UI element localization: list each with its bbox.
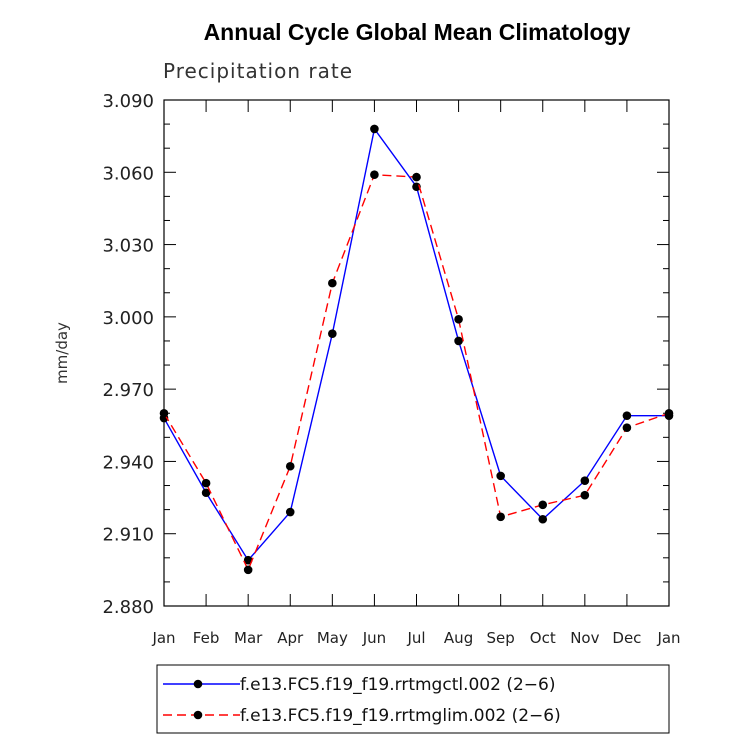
series-1 xyxy=(159,124,674,565)
legend-marker xyxy=(193,710,203,720)
x-tick-label: Jul xyxy=(406,629,425,647)
data-point xyxy=(370,170,379,179)
data-point xyxy=(328,278,337,288)
x-tick-label: Feb xyxy=(193,629,220,647)
y-tick-label: 2.910 xyxy=(102,525,154,546)
data-point xyxy=(454,336,463,346)
data-point xyxy=(285,461,295,471)
y-tick-label: 3.000 xyxy=(102,308,154,329)
data-point xyxy=(285,507,295,517)
data-point xyxy=(622,423,632,432)
y-tick-labels: 3.090 3.060 3.030 3.000 2.970 2.940 2.910 2.880 xyxy=(102,91,154,618)
data-point xyxy=(201,478,211,488)
data-point xyxy=(454,314,463,324)
data-point xyxy=(412,172,421,182)
x-tick-label: Apr xyxy=(277,629,304,647)
data-point xyxy=(496,471,505,481)
legend-item: f.e13.FC5.f19_f19.rrtmglim.002 (2−6) xyxy=(163,706,561,726)
x-tick-label: May xyxy=(317,629,348,647)
y-axis-label: mm/day xyxy=(53,322,71,384)
axis-ticks xyxy=(163,99,670,607)
data-point xyxy=(622,411,632,420)
x-tick-label: Jan xyxy=(656,629,680,647)
series-line xyxy=(163,173,670,572)
data-point xyxy=(243,565,253,575)
y-tick-label: 2.940 xyxy=(102,452,154,473)
data-point xyxy=(243,555,253,565)
series-2 xyxy=(159,170,674,575)
legend-marker xyxy=(193,679,203,689)
data-point xyxy=(580,490,590,500)
data-point xyxy=(538,514,548,524)
x-tick-label: Dec xyxy=(612,629,641,647)
y-tick-label: 2.970 xyxy=(102,380,154,401)
legend-label: f.e13.FC5.f19_f19.rrtmglim.002 (2−6) xyxy=(240,706,561,726)
y-tick-label: 3.090 xyxy=(102,91,154,112)
data-point xyxy=(370,124,379,134)
x-tick-label: Nov xyxy=(570,629,599,647)
legend-label: f.e13.FC5.f19_f19.rrtmgctl.002 (2−6) xyxy=(240,675,555,695)
x-tick-label: Sep xyxy=(487,629,515,647)
legend-box xyxy=(156,664,670,734)
data-point xyxy=(159,408,169,418)
data-point xyxy=(496,512,505,522)
x-tick-label: Jun xyxy=(362,629,386,647)
x-tick-label: Oct xyxy=(530,629,556,647)
legend: f.e13.FC5.f19_f19.rrtmgctl.002 (2−6) f.e1… xyxy=(163,675,561,726)
x-tick-label: Mar xyxy=(234,629,263,647)
data-point xyxy=(538,500,548,510)
series-layer xyxy=(159,124,674,575)
data-point xyxy=(201,488,211,498)
y-tick-label: 3.060 xyxy=(102,163,154,184)
series-line xyxy=(163,127,669,562)
data-point xyxy=(412,182,421,192)
x-tick-label: Aug xyxy=(444,629,473,647)
x-tick-labels: Jan Feb Mar Apr May Jun Jul Aug Sep Oct Nov Dec Jan xyxy=(151,629,680,647)
chart-title: Annual Cycle Global Mean Climatology xyxy=(204,19,631,45)
chart-subtitle: Precipitation rate xyxy=(163,59,353,83)
data-point xyxy=(664,408,674,418)
y-tick-label: 2.880 xyxy=(102,597,154,618)
x-tick-label: Jan xyxy=(151,629,175,647)
data-point xyxy=(580,476,590,486)
data-point xyxy=(328,329,337,339)
y-tick-label: 3.030 xyxy=(102,236,154,257)
legend-item: f.e13.FC5.f19_f19.rrtmgctl.002 (2−6) xyxy=(163,675,555,695)
